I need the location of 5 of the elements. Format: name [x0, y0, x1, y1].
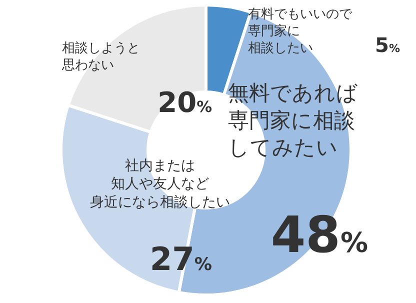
data-label: 20% [158, 86, 212, 119]
slice-label: 社内または知人や友人など身近になら相談したい [90, 158, 230, 210]
data-label: 5% [375, 33, 400, 57]
data-label: 27% [150, 240, 212, 278]
slice-label: 相談しようと思わない [61, 41, 140, 73]
